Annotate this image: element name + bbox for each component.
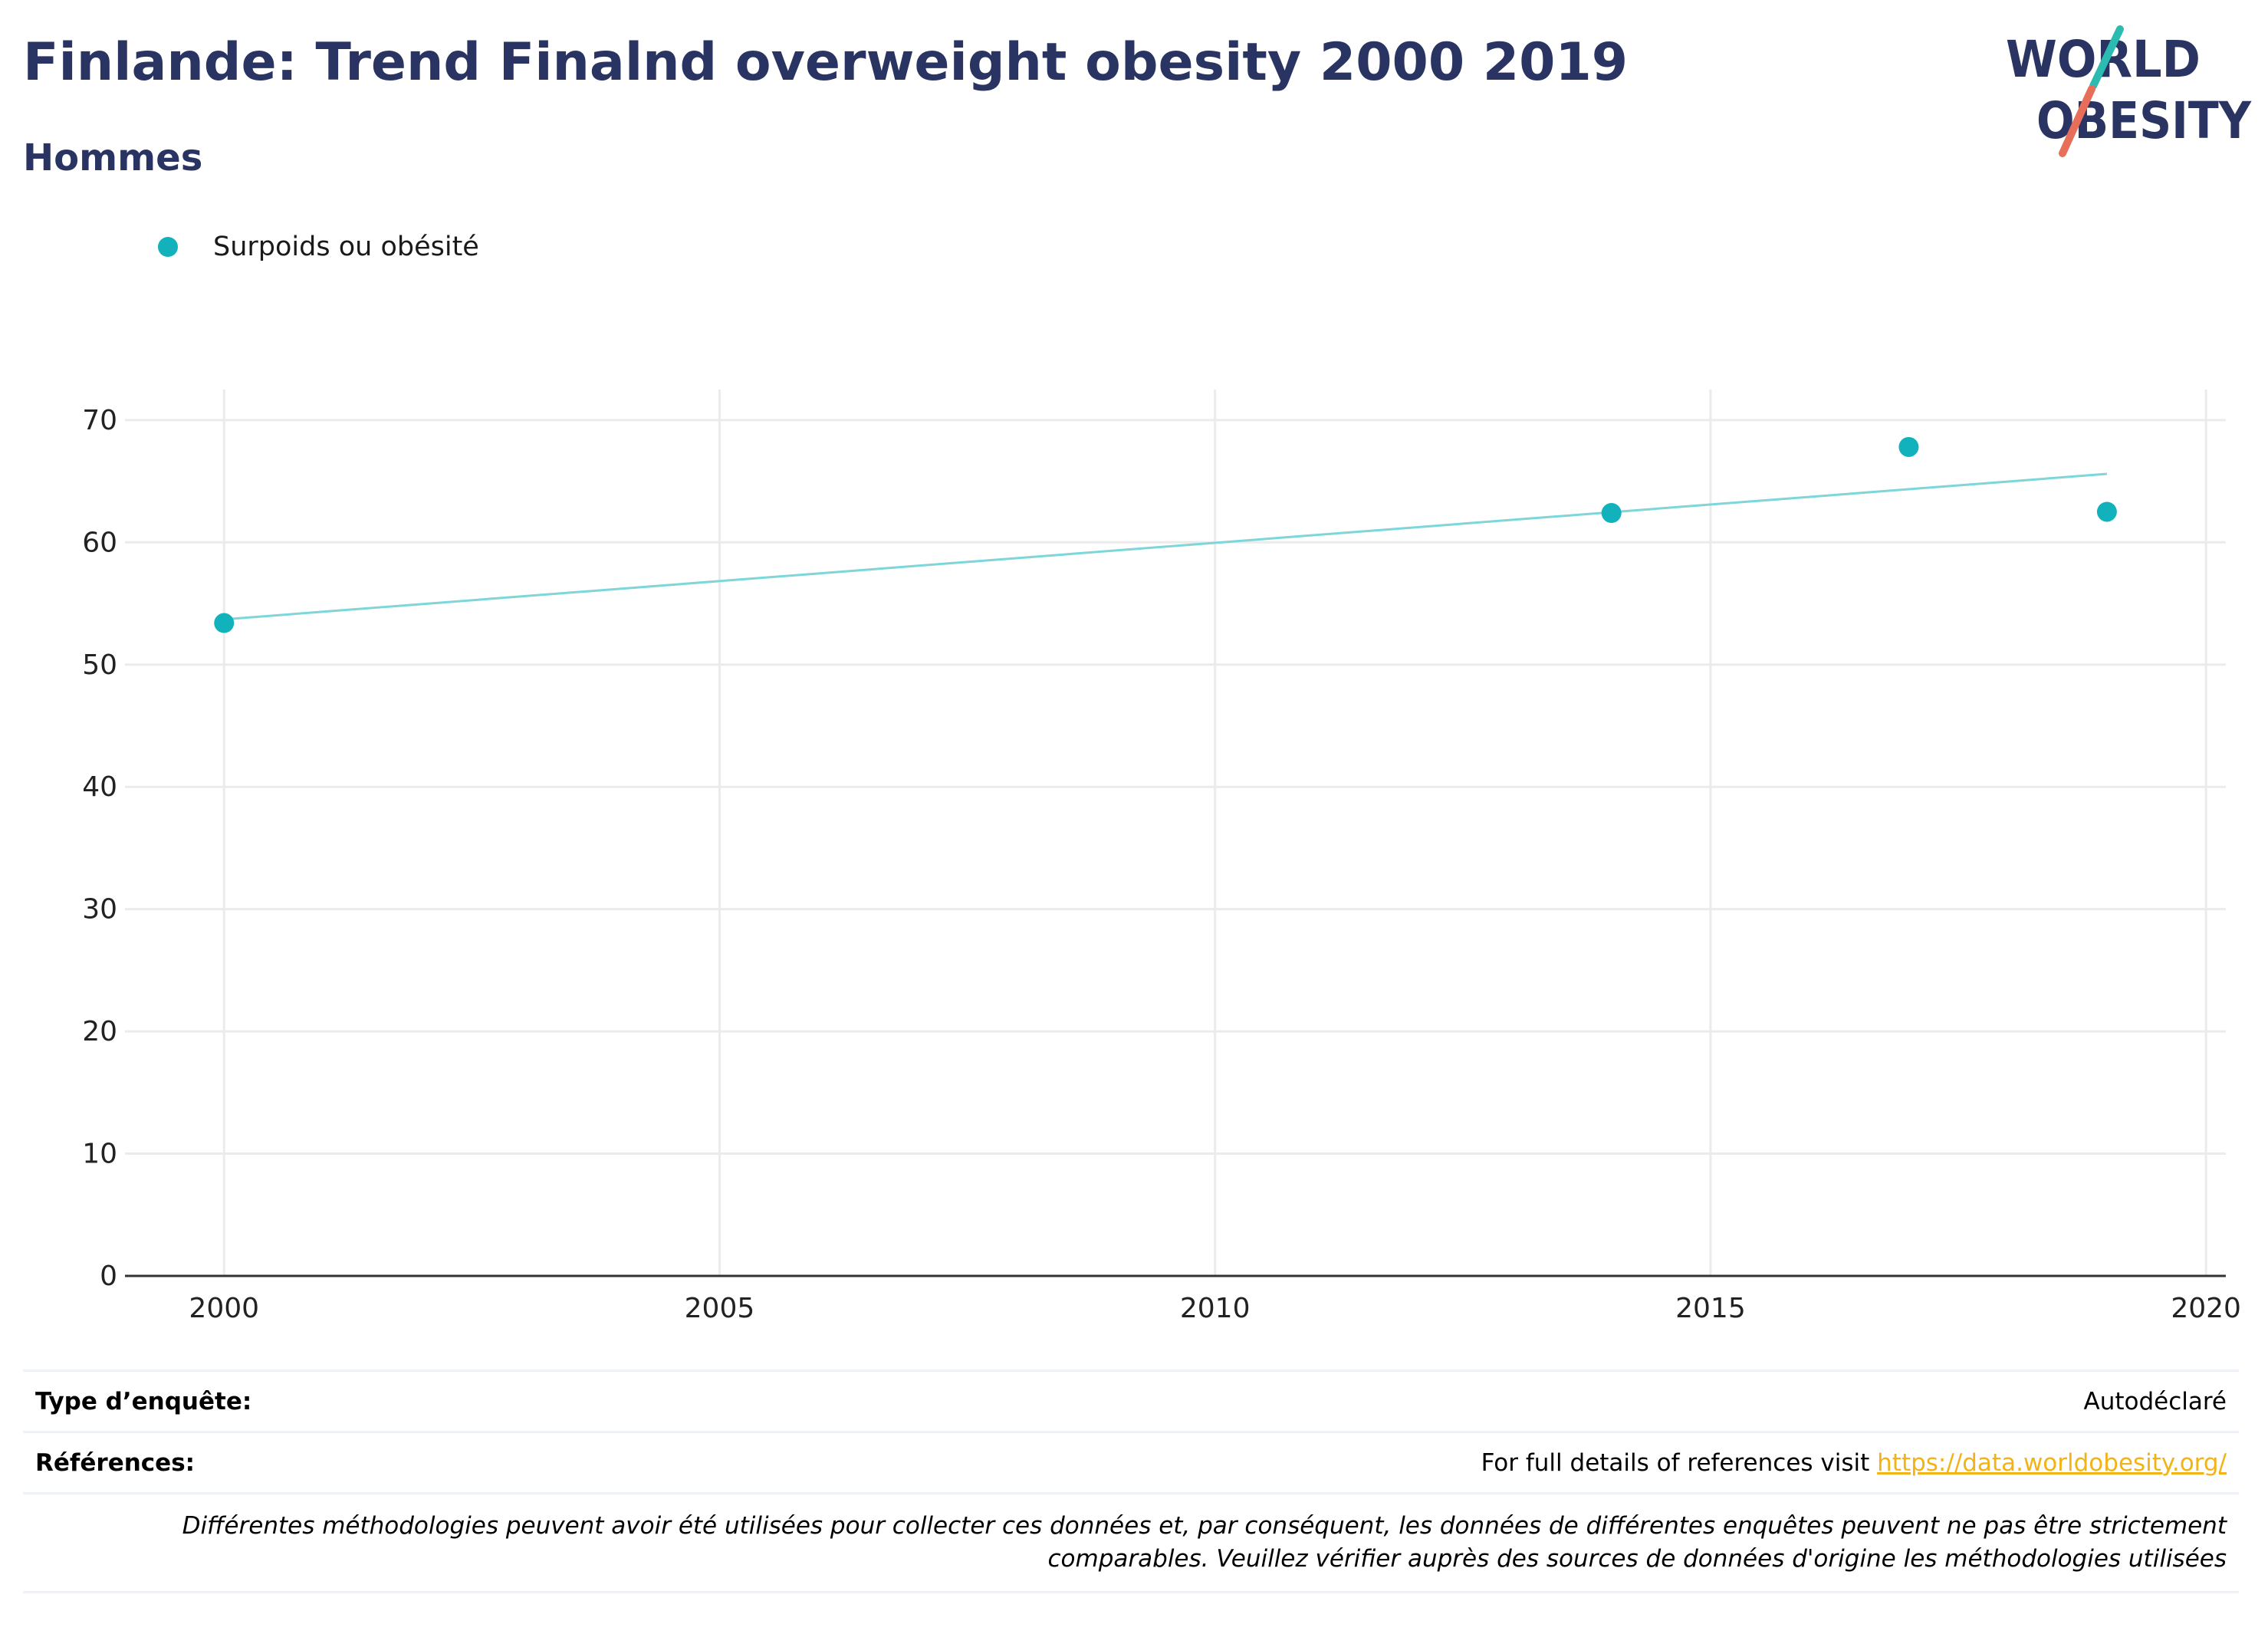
footer: Type d’enquête: Autodéclaré Références: … <box>23 1369 2239 1593</box>
scatter-chart: 2000 2005 2010 2015 2020 0 10 20 30 40 50 60 70 <box>82 390 2241 1324</box>
y-tick-label: 0 <box>100 1261 117 1292</box>
y-tick-label: 20 <box>82 1016 117 1047</box>
data-point <box>1898 436 1919 457</box>
y-tick-label: 10 <box>82 1139 117 1170</box>
world-obesity-logo: WORLD OBESITY <box>2006 25 2252 157</box>
data-point <box>214 613 235 633</box>
y-tick-label: 50 <box>82 649 117 681</box>
legend-marker <box>158 237 178 257</box>
x-tick-label: 2020 <box>2171 1293 2241 1324</box>
y-tick-label: 60 <box>82 527 117 558</box>
x-tick-label: 2010 <box>1180 1293 1251 1324</box>
survey-type-row: Type d’enquête: Autodéclaré <box>23 1369 2239 1431</box>
survey-type-label: Type d’enquête: <box>35 1387 252 1415</box>
trend-line <box>224 472 2108 621</box>
references-label: Références: <box>35 1448 196 1477</box>
references-text: For full details of references visit <box>1481 1448 1878 1477</box>
x-tick-label: 2000 <box>189 1293 259 1324</box>
legend-label: Surpoids ou obésité <box>213 232 479 262</box>
methodology-note-line2: comparables. Veuillez vérifier auprès de… <box>1047 1545 2227 1573</box>
data-point <box>1601 503 1622 524</box>
y-tick-label: 40 <box>82 771 117 803</box>
y-tick-label: 30 <box>82 894 117 925</box>
references-row: Références: For full details of referenc… <box>23 1431 2239 1492</box>
methodology-note: Différentes méthodologies peuvent avoir … <box>23 1492 2239 1593</box>
x-tick-label: 2015 <box>1675 1293 1746 1324</box>
references-link[interactable]: https://data.worldobesity.org/ <box>1877 1448 2227 1477</box>
methodology-note-line1: Différentes méthodologies peuvent avoir … <box>182 1512 2227 1540</box>
x-tick-label: 2005 <box>685 1293 755 1324</box>
legend: Surpoids ou obésité <box>158 232 479 262</box>
data-point <box>2096 501 2117 522</box>
chart-title: Finlande: Trend Finalnd overweight obesi… <box>23 32 1629 93</box>
chart-subtitle: Hommes <box>23 136 203 179</box>
references-value: For full details of references visit htt… <box>1481 1449 2227 1477</box>
y-tick-label: 70 <box>82 405 117 436</box>
survey-type-value: Autodéclaré <box>2083 1387 2227 1415</box>
